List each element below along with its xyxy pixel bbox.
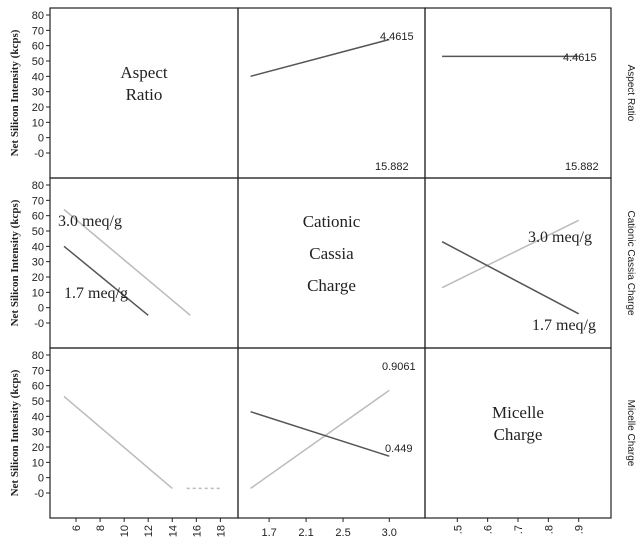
annotation-label: 1.7 meq/g (64, 285, 128, 302)
diagonal-factor-label: Aspect (120, 63, 167, 82)
panel-frame-1-0 (49, 177, 239, 349)
x-tick-label: 18 (215, 525, 227, 537)
y-tick-label: 70 (32, 195, 44, 207)
x-tick-label: 1.7 (261, 527, 276, 539)
y-tick-label: 40 (32, 241, 44, 253)
y-tick-label: 20 (32, 442, 44, 454)
x-tick-label: 6 (71, 525, 83, 531)
y-tick-label: 20 (32, 272, 44, 284)
series-line-cassia-charge-x-micelle-charge-1 (441, 241, 580, 315)
y-tick-label: 10 (32, 287, 44, 299)
diagonal-factor-label: Charge (494, 425, 543, 444)
y-tick-label: 0 (38, 303, 44, 315)
x-tick-label: 16 (191, 525, 203, 537)
annotation-label: 3.0 meq/g (528, 229, 592, 246)
diagonal-factor-label: Cassia (309, 244, 354, 263)
diagonal-factor-label: Ratio (126, 85, 163, 104)
right-factor-label: Micelle Charge (625, 400, 636, 467)
panel-frame-2-1 (237, 347, 426, 519)
annotation-label: 4.4615 (563, 52, 597, 64)
right-factor-label: Aspect Ratio (625, 65, 636, 122)
y-tick-label: 0 (38, 473, 44, 485)
y-axis-label: Net Silicon Intensity (kcps) (9, 369, 21, 496)
x-tick-label: 12 (143, 525, 155, 537)
y-tick-label: 60 (32, 41, 44, 53)
y-tick-label: 50 (32, 56, 44, 68)
x-tick-label: 8 (95, 525, 107, 531)
y-tick-label: -0 (34, 488, 44, 500)
right-factor-label: Cationic Cassia Charge (625, 210, 636, 315)
x-tick-label: .9 (574, 525, 586, 534)
annotation-label: 0.449 (385, 443, 413, 455)
series-line-micelle-charge-x-aspect-ratio-0 (63, 395, 173, 489)
y-tick-label: 20 (32, 102, 44, 114)
y-tick-label: 60 (32, 381, 44, 393)
y-tick-label: 80 (32, 10, 44, 22)
y-tick-label: 70 (32, 365, 44, 377)
y-tick-label: 80 (32, 350, 44, 362)
x-tick-label: .7 (513, 525, 525, 534)
series-line-cassia-charge-x-aspect-ratio-1 (63, 245, 149, 316)
y-tick-label: 40 (32, 411, 44, 423)
y-tick-label: 30 (32, 257, 44, 269)
annotation-label: 15.882 (375, 161, 409, 173)
series-line-cassia-charge-x-micelle-charge-0 (441, 219, 580, 289)
y-tick-label: 80 (32, 180, 44, 192)
x-tick-label: 14 (167, 525, 179, 537)
annotation-label: 4.4615 (380, 31, 414, 43)
x-tick-label: 2.5 (335, 527, 350, 539)
y-tick-label: 0 (38, 133, 44, 145)
diagonal-factor-label: Charge (307, 276, 356, 295)
diagonal-factor-label: Micelle (492, 403, 544, 422)
y-tick-label: 40 (32, 71, 44, 83)
panel-frame-0-2 (424, 7, 612, 179)
y-tick-label: 50 (32, 396, 44, 408)
x-tick-label: 3.0 (382, 527, 397, 539)
series-line-cassia-charge-x-aspect-ratio-0 (63, 208, 191, 316)
y-tick-label: 10 (32, 457, 44, 469)
y-tick-label: -0 (34, 148, 44, 160)
x-tick-label: .5 (452, 525, 464, 534)
annotation-label: 0.9061 (382, 361, 416, 373)
annotation-label: 3.0 meq/g (58, 213, 122, 230)
panel-frame-2-0 (49, 347, 239, 519)
series-line-aspect-ratio-x-cassia-charge-0 (250, 38, 390, 78)
x-tick-label: 2.1 (298, 527, 313, 539)
y-axis-label: Net Silicon Intensity (kcps) (9, 29, 21, 156)
series-line-micelle-charge-x-cassia-charge-0 (250, 389, 390, 490)
diagonal-factor-label: Cationic (303, 212, 361, 231)
y-axis-label: Net Silicon Intensity (kcps) (9, 199, 21, 326)
y-tick-label: -0 (34, 318, 44, 330)
y-tick-label: 30 (32, 427, 44, 439)
panel-frame-1-1 (237, 177, 426, 349)
annotation-label: 15.882 (565, 161, 599, 173)
x-tick-label: 10 (119, 525, 131, 537)
y-tick-label: 50 (32, 226, 44, 238)
y-tick-label: 60 (32, 211, 44, 223)
annotation-label: 1.7 meq/g (532, 317, 596, 334)
series-line-micelle-charge-x-cassia-charge-1 (250, 410, 390, 457)
x-tick-label: .6 (483, 525, 495, 534)
y-tick-label: 10 (32, 117, 44, 129)
x-tick-label: .8 (543, 525, 555, 534)
y-tick-label: 70 (32, 25, 44, 37)
y-tick-label: 30 (32, 87, 44, 99)
